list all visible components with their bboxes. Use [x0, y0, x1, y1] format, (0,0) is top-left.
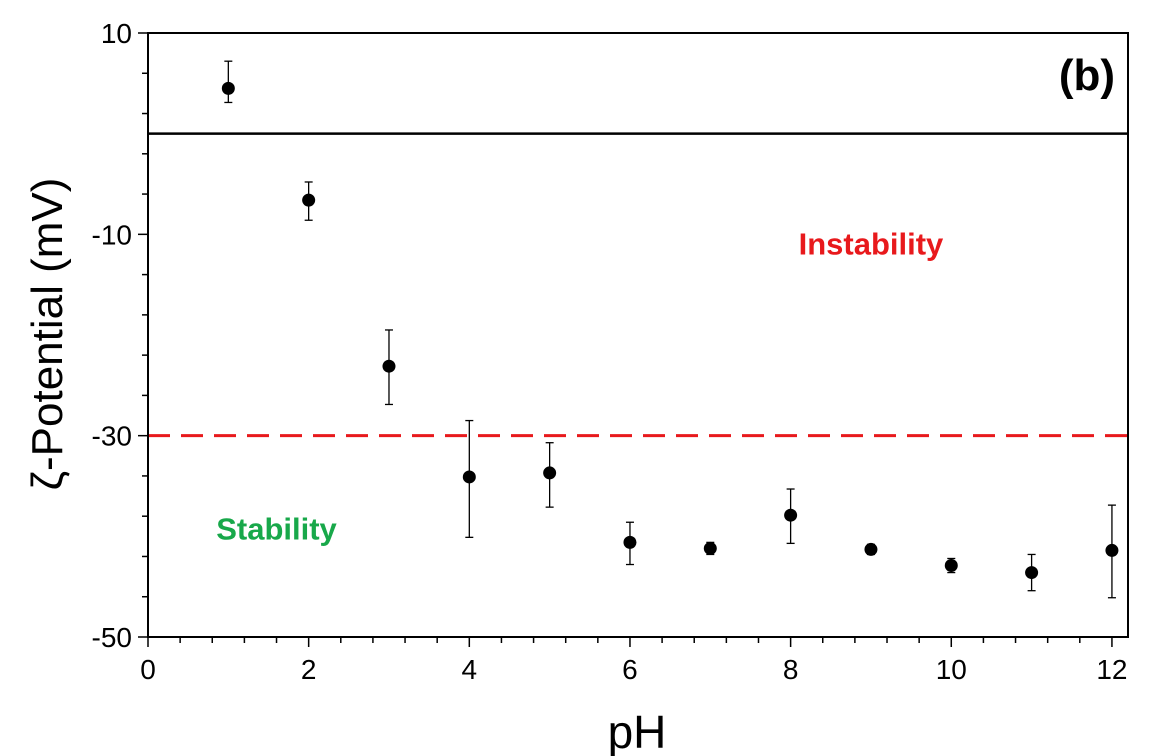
- data-point: [221, 81, 235, 95]
- x-tick-label: 2: [301, 654, 317, 685]
- plot-frame: [147, 32, 1129, 638]
- x-tick-label: 12: [1096, 654, 1127, 685]
- data-point: [784, 508, 798, 522]
- x-tick-label: 0: [140, 654, 156, 685]
- stability-label: Stability: [216, 511, 337, 546]
- instability-label: Instability: [799, 226, 944, 261]
- x-tick-label: 8: [783, 654, 799, 685]
- data-point-group: [462, 419, 476, 538]
- data-point-group: [543, 442, 557, 508]
- y-tick-label: -10: [92, 219, 132, 250]
- data-point: [543, 466, 557, 480]
- y-tick-label: -50: [92, 622, 132, 653]
- data-point: [1025, 566, 1039, 580]
- data-points: [221, 60, 1119, 599]
- data-point-group: [864, 542, 878, 556]
- y-axis-title: ζ-Potential (mV): [23, 178, 72, 491]
- data-point: [623, 535, 637, 549]
- data-point-group: [221, 60, 235, 104]
- data-point: [1105, 543, 1119, 557]
- data-point-group: [382, 329, 396, 406]
- reference-lines: [148, 132, 1128, 438]
- y-tick-label: -30: [92, 421, 132, 452]
- axis-ticks: [138, 32, 1113, 647]
- x-axis-title: pH: [608, 706, 667, 756]
- data-point-group: [623, 521, 637, 566]
- data-point: [462, 470, 476, 484]
- data-point-group: [944, 557, 958, 574]
- data-point-group: [703, 541, 717, 556]
- x-tick-label: 10: [936, 654, 967, 685]
- data-point: [703, 541, 717, 555]
- x-tick-label: 4: [462, 654, 478, 685]
- tick-labels: 0 2 4 6 8 10 12 10 -10 -30 -50: [92, 18, 1128, 685]
- data-point: [382, 359, 396, 373]
- data-point-group: [302, 181, 316, 221]
- data-point-group: [1025, 553, 1039, 592]
- x-tick-label: 6: [622, 654, 638, 685]
- data-point-group: [1105, 504, 1119, 599]
- y-tick-label: 10: [101, 18, 132, 49]
- data-point: [302, 193, 316, 207]
- data-point: [864, 542, 878, 556]
- panel-label: (b): [1059, 51, 1115, 100]
- data-point-group: [784, 488, 798, 545]
- data-point: [944, 559, 958, 573]
